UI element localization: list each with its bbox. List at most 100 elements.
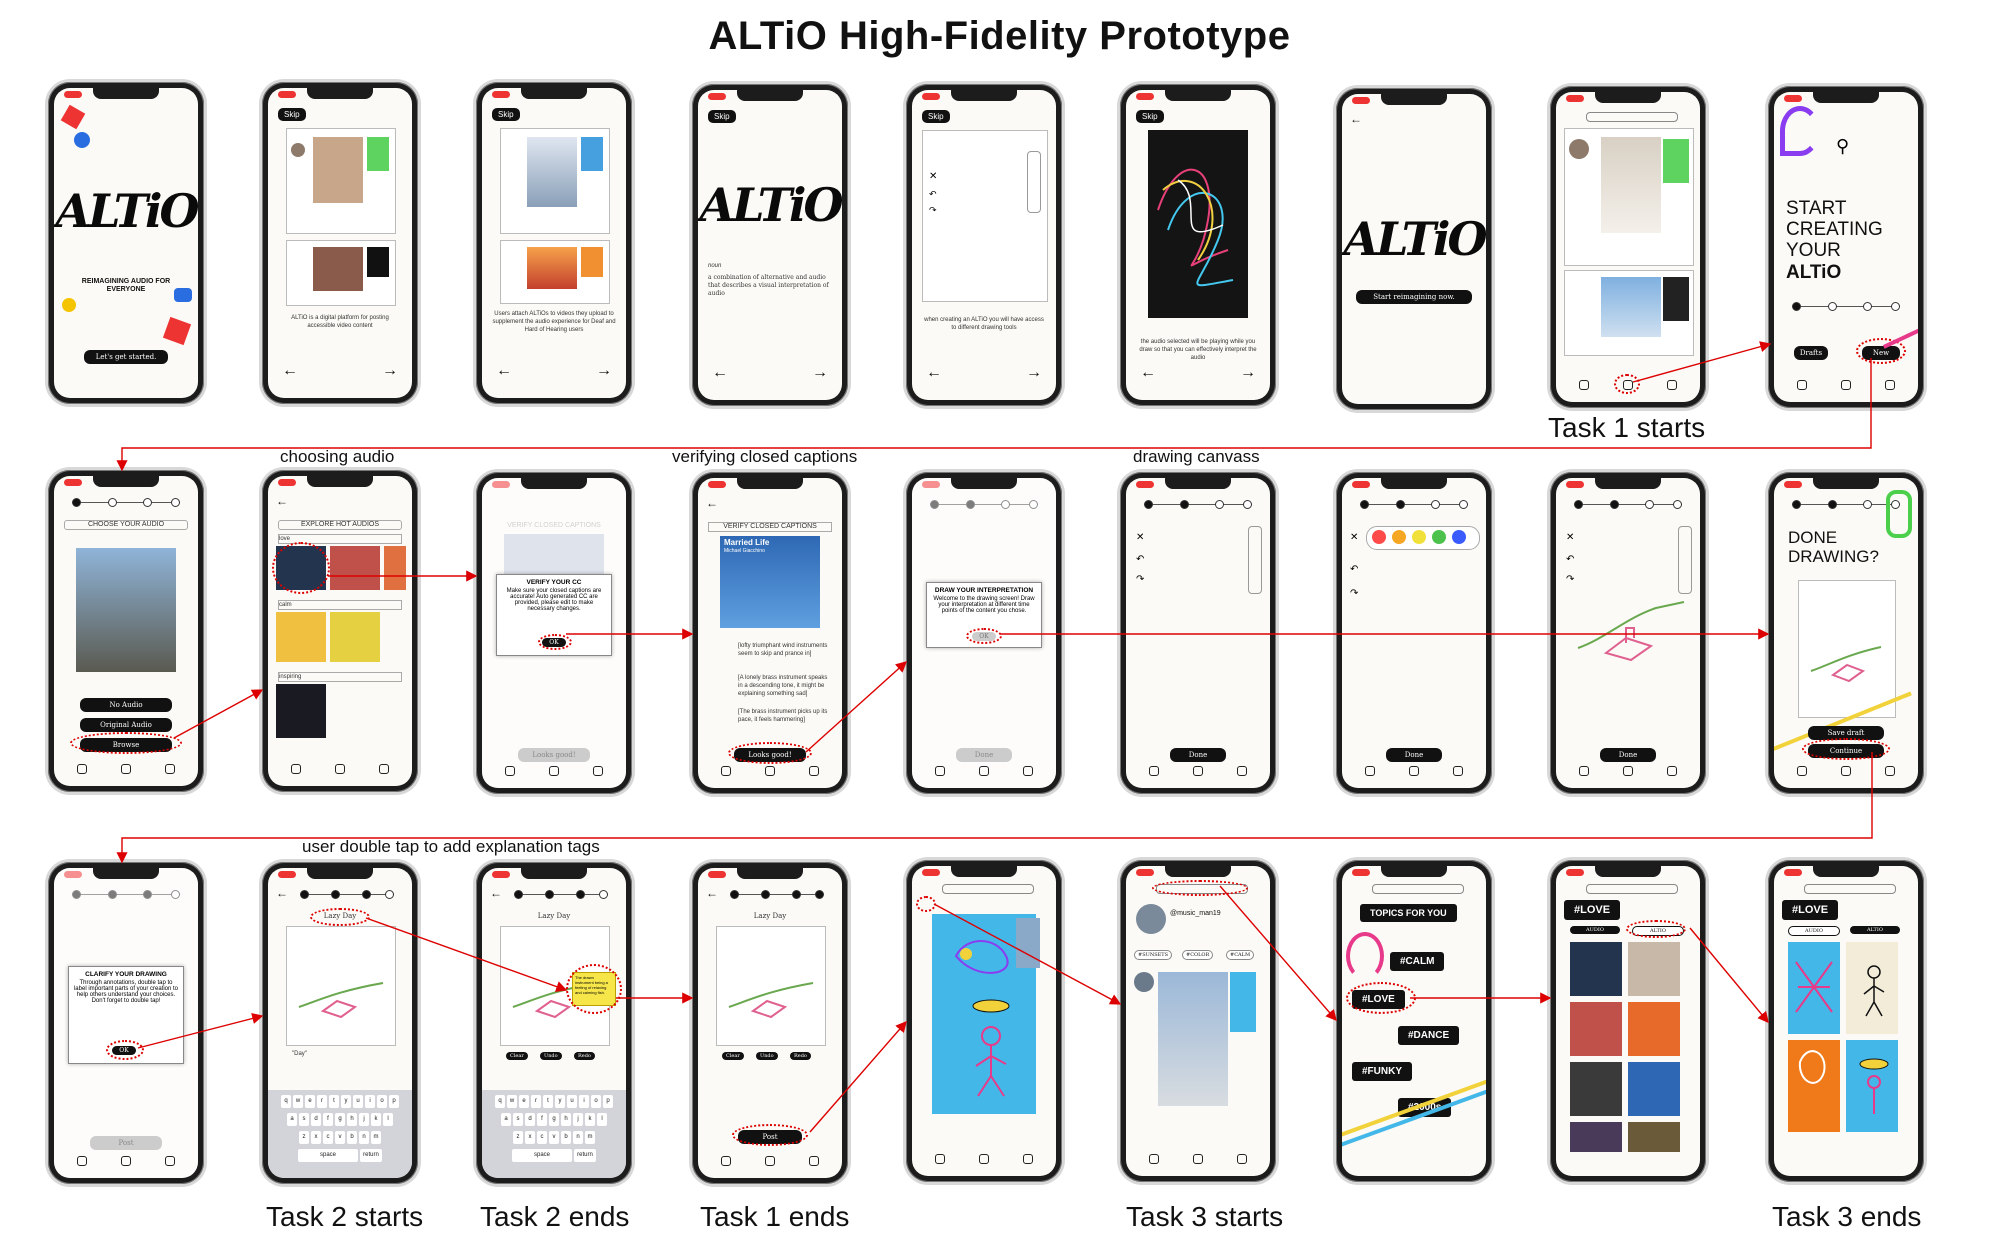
topic-2000s[interactable]: #2000s [1398,1098,1452,1117]
key-z[interactable]: z [513,1131,523,1144]
done-button[interactable]: Done [1386,748,1442,762]
key-d[interactable]: d [525,1113,535,1126]
key-i[interactable]: i [365,1095,375,1108]
create-icon[interactable] [1193,1154,1203,1164]
key-t[interactable]: t [329,1095,339,1108]
key-m[interactable]: m [371,1131,381,1144]
back-arrow-icon[interactable]: ← [282,362,298,379]
create-icon[interactable] [1623,766,1633,776]
redo-icon[interactable]: ↷ [1136,574,1145,585]
key-l[interactable]: l [597,1113,607,1126]
swatch-red[interactable] [1372,530,1386,544]
tool-palette[interactable] [1678,526,1692,594]
create-icon[interactable] [1193,766,1203,776]
home-icon[interactable] [77,1156,87,1166]
key-c[interactable]: c [537,1131,547,1144]
key-k[interactable]: k [371,1113,381,1126]
key-b[interactable]: b [347,1131,357,1144]
profile-icon[interactable] [165,1156,175,1166]
key-d[interactable]: d [311,1113,321,1126]
no-audio-button[interactable]: No Audio [80,698,172,712]
lets-get-started-button[interactable]: Let's get started. [84,350,168,364]
key-h[interactable]: h [347,1113,357,1126]
create-icon[interactable] [335,764,345,774]
key-p[interactable]: p [603,1095,613,1108]
next-arrow-icon[interactable]: → [382,362,398,379]
key-j[interactable]: j [573,1113,583,1126]
key-f[interactable]: f [323,1113,333,1126]
key-r[interactable]: r [317,1095,327,1108]
back-arrow-icon[interactable]: ← [276,494,288,508]
home-icon[interactable] [1149,1154,1159,1164]
back-arrow-icon[interactable]: ← [496,362,512,379]
start-reimagining-button[interactable]: Start reimagining now. [1356,290,1472,304]
swatch-green[interactable] [1432,530,1446,544]
key-q[interactable]: q [281,1095,291,1108]
profile-icon[interactable] [1667,766,1677,776]
home-icon[interactable] [1365,766,1375,776]
key-o[interactable]: o [591,1095,601,1108]
home-icon[interactable] [505,766,515,776]
create-icon[interactable] [765,1156,775,1166]
autocomplete-word[interactable]: "Day" [292,1051,307,1057]
topic-dance[interactable]: #DANCE [1398,1026,1460,1045]
tab-audio[interactable]: AUDIO [1788,926,1840,936]
home-icon[interactable] [1797,380,1807,390]
home-icon[interactable] [77,764,87,774]
undo-button[interactable]: Undo [540,1052,562,1060]
key-v[interactable]: v [335,1131,345,1144]
save-draft-button[interactable]: Save draft [1808,726,1884,740]
back-arrow-icon[interactable]: ← [706,886,718,900]
profile-icon[interactable] [1453,766,1463,776]
profile-icon[interactable] [1885,766,1895,776]
profile-icon[interactable] [1885,380,1895,390]
create-icon[interactable] [121,764,131,774]
done-button[interactable]: Done [1170,748,1226,762]
profile-icon[interactable] [165,764,175,774]
key-y[interactable]: y [341,1095,351,1108]
key-l[interactable]: l [383,1113,393,1126]
space-key[interactable]: space [298,1149,358,1162]
post-button[interactable]: Post [90,1136,162,1150]
profile-icon[interactable] [1023,1154,1033,1164]
key-w[interactable]: w [293,1095,303,1108]
home-icon[interactable] [935,766,945,776]
key-g[interactable]: g [335,1113,345,1126]
caption-3[interactable]: [The brass instrument picks up its pace,… [738,709,828,723]
next-arrow-icon[interactable]: → [596,362,612,379]
undo-icon[interactable]: ↶ [1136,554,1145,565]
key-c[interactable]: c [323,1131,333,1144]
key-v[interactable]: v [549,1131,559,1144]
key-x[interactable]: x [525,1131,535,1144]
back-arrow-icon[interactable]: ← [1350,112,1362,126]
swatch-yellow[interactable] [1412,530,1426,544]
home-icon[interactable] [291,764,301,774]
create-icon[interactable] [1409,766,1419,776]
key-t[interactable]: t [543,1095,553,1108]
tag-calm[interactable]: #CALM [1226,950,1255,960]
topic-calm[interactable]: #CALM [1390,952,1445,971]
profile-icon[interactable] [1237,766,1247,776]
skip-button[interactable]: Skip [922,110,950,123]
return-key[interactable]: return [360,1149,382,1162]
undo-button[interactable]: Undo [756,1052,778,1060]
key-m[interactable]: m [585,1131,595,1144]
back-arrow-icon[interactable]: ← [706,496,718,510]
close-icon[interactable]: ✕ [1566,532,1575,543]
back-arrow-icon[interactable]: ← [490,886,502,900]
home-icon[interactable] [935,1154,945,1164]
redo-icon[interactable]: ↷ [1350,588,1359,599]
done-button[interactable]: Done [1600,748,1656,762]
home-icon[interactable] [721,766,731,776]
redo-button[interactable]: Redo [790,1052,811,1060]
home-icon[interactable] [1579,766,1589,776]
key-b[interactable]: b [561,1131,571,1144]
key-y[interactable]: y [555,1095,565,1108]
looks-good-button[interactable]: Looks good! [518,748,590,762]
profile-icon[interactable] [593,766,603,776]
create-icon[interactable] [765,766,775,776]
caption-1[interactable]: [lofty triumphant wind instruments seem … [738,643,828,657]
create-icon[interactable] [121,1156,131,1166]
create-icon[interactable] [979,766,989,776]
